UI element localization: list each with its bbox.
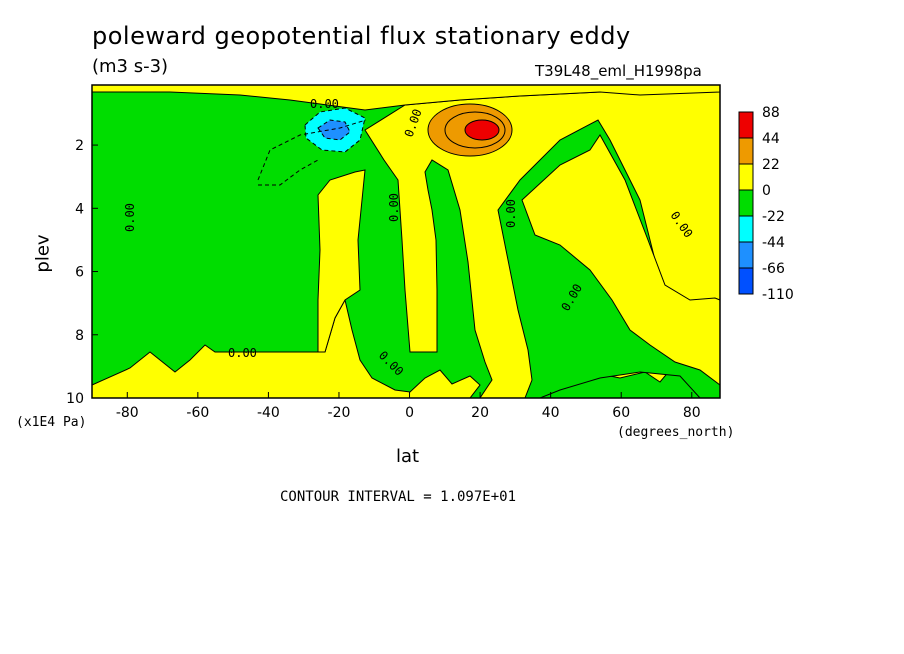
region-positive-left-column (317, 169, 366, 353)
legend-level-label: -110 (762, 287, 794, 303)
x-axis-label: lat (396, 446, 420, 467)
legend-level-label: -22 (762, 209, 785, 225)
legend-level-label: -44 (762, 235, 785, 251)
negative-contour-44 (317, 119, 351, 141)
x-tick-label: 0 (405, 405, 414, 421)
legend-color-box (738, 111, 754, 139)
chart-units: (m3 s-3) (92, 56, 169, 77)
contour-field (91, 84, 721, 399)
y-tick-label: 2 (75, 138, 84, 154)
y-axis-units: (x1E4 Pa) (16, 415, 87, 430)
x-tick-label: -80 (116, 405, 139, 421)
x-tick-label: -40 (257, 405, 280, 421)
contour-label: 0.00 (123, 203, 137, 232)
region-positive-bottom-left (91, 298, 481, 399)
plot-frame (91, 84, 721, 399)
region-positive-top (91, 84, 721, 111)
legend-color-box (738, 163, 754, 191)
contour-label: 0.00 (310, 97, 339, 111)
y-tick-label: 4 (75, 201, 84, 217)
legend-level-label: 22 (762, 157, 780, 173)
legend-color-box (738, 189, 754, 217)
y-tick-label: 10 (66, 391, 84, 407)
y-axis: 2 4 6 8 10 (66, 138, 98, 407)
x-tick-label: 20 (471, 405, 489, 421)
legend-color-box (738, 241, 754, 269)
legend-level-label: 0 (762, 183, 771, 199)
x-tick-label: -60 (186, 405, 209, 421)
positive-contour-88 (464, 119, 500, 141)
legend-color-box (738, 267, 754, 295)
contour-interval: CONTOUR INTERVAL = 1.097E+01 (280, 489, 517, 505)
y-tick-label: 6 (75, 265, 84, 281)
y-tick-label: 8 (75, 328, 84, 344)
x-tick-label: -20 (328, 405, 351, 421)
contour-label: 0.00 (228, 346, 257, 360)
chart-title: poleward geopotential flux stationary ed… (92, 22, 631, 50)
negative-dashed-outline (257, 119, 367, 186)
x-tick-label: 80 (683, 405, 701, 421)
legend-color-box (738, 215, 754, 243)
legend-level-label: 88 (762, 105, 780, 121)
color-legend: 88 44 22 0 -22 -44 -66 -110 (738, 105, 794, 303)
legend-level-label: 44 (762, 131, 780, 147)
x-tick-label: 60 (612, 405, 630, 421)
legend-color-box (738, 137, 754, 165)
x-axis-units: (degrees_north) (617, 425, 735, 440)
run-label: T39L48_eml_H1998pa (535, 62, 702, 80)
x-tick-label: 40 (542, 405, 560, 421)
legend-level-label: -66 (762, 261, 785, 277)
contour-label: 0.00 (387, 193, 401, 222)
contour-label: 0.00 (504, 199, 518, 228)
x-axis: -80 -60 -40 -20 0 20 40 60 80 (116, 392, 701, 421)
